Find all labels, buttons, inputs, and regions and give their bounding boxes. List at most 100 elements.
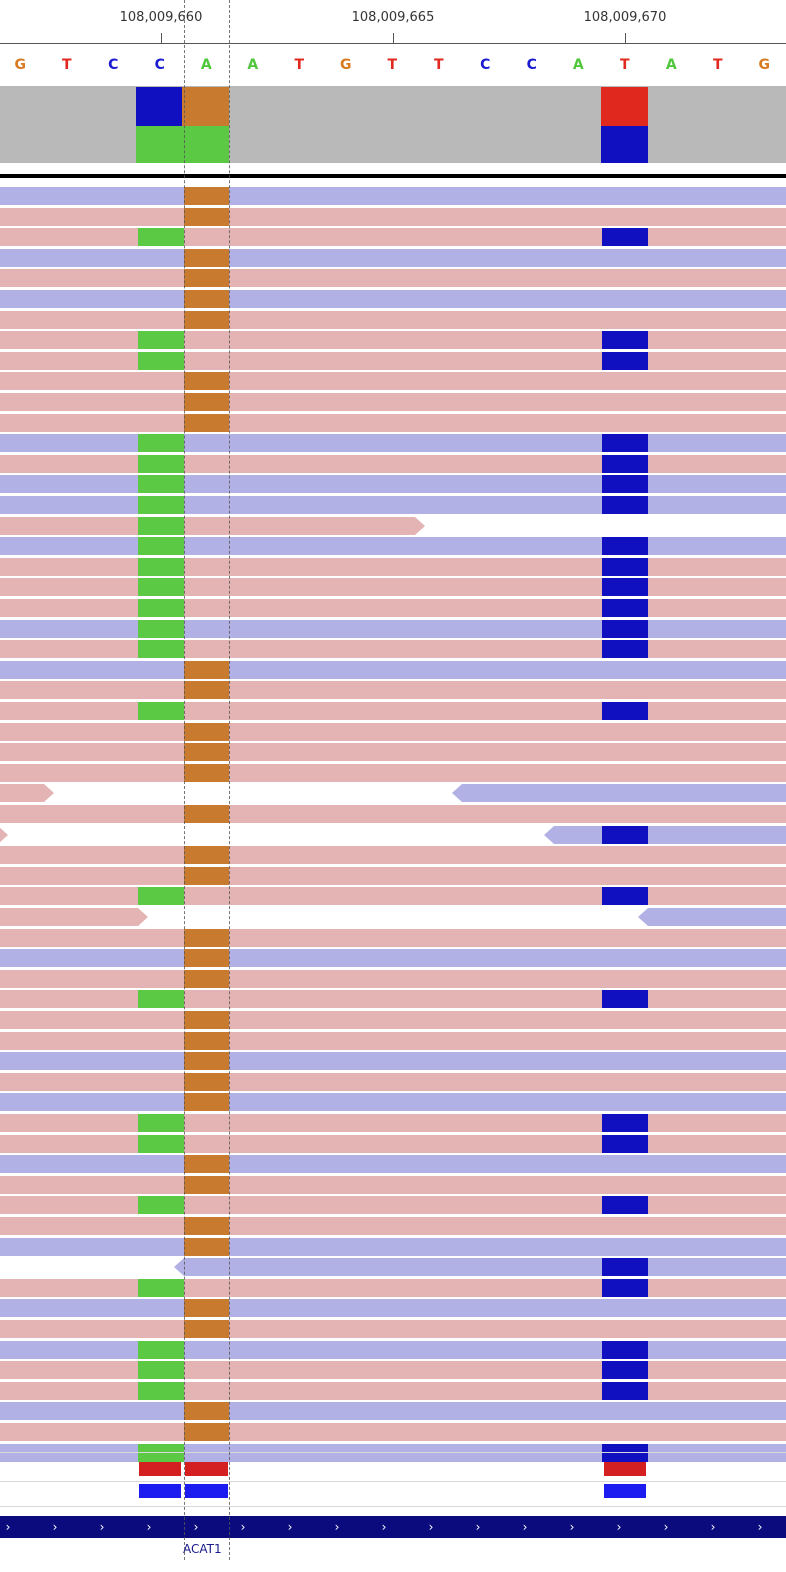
reference-base: C xyxy=(480,57,491,73)
gene-feature-acat1[interactable] xyxy=(0,1516,786,1538)
aligned-read[interactable] xyxy=(0,434,786,452)
aligned-read[interactable] xyxy=(0,1238,786,1256)
aligned-read[interactable] xyxy=(0,949,786,967)
variant-call[interactable] xyxy=(139,1462,181,1476)
aligned-read[interactable] xyxy=(452,784,786,802)
mismatch-G xyxy=(138,1196,184,1214)
aligned-read[interactable] xyxy=(0,249,786,267)
aligned-read[interactable] xyxy=(0,393,786,411)
aligned-read[interactable] xyxy=(544,826,786,844)
aligned-read[interactable] xyxy=(0,1341,786,1359)
aligned-read[interactable] xyxy=(0,496,786,514)
aligned-read[interactable] xyxy=(0,1073,786,1091)
aligned-read[interactable] xyxy=(0,558,786,576)
mismatch-C xyxy=(602,887,648,905)
aligned-read[interactable] xyxy=(0,1361,786,1379)
ruler-tick-label: 108,009,670 xyxy=(583,10,667,25)
aligned-read[interactable] xyxy=(0,537,786,555)
aligned-read[interactable] xyxy=(0,517,425,535)
aligned-read[interactable] xyxy=(0,290,786,308)
aligned-read[interactable] xyxy=(0,228,786,246)
aligned-read[interactable] xyxy=(0,805,786,823)
aligned-read[interactable] xyxy=(0,1052,786,1070)
aligned-read[interactable] xyxy=(0,372,786,390)
mismatch-G xyxy=(138,537,184,555)
mismatch-G xyxy=(138,434,184,452)
reference-base: G xyxy=(14,57,27,73)
reference-base: C xyxy=(526,57,537,73)
aligned-read[interactable] xyxy=(0,1382,786,1400)
mismatch-G xyxy=(138,887,184,905)
aligned-read[interactable] xyxy=(0,578,786,596)
mismatch-G xyxy=(138,1444,184,1462)
aligned-read[interactable] xyxy=(0,970,786,988)
aligned-read[interactable] xyxy=(0,661,786,679)
aligned-read[interactable] xyxy=(0,640,786,658)
aligned-read[interactable] xyxy=(0,1011,786,1029)
aligned-read[interactable] xyxy=(0,475,786,493)
variant-call[interactable] xyxy=(604,1462,646,1476)
aligned-read[interactable] xyxy=(0,208,786,226)
aligned-read[interactable] xyxy=(0,1093,786,1111)
aligned-read[interactable] xyxy=(0,743,786,761)
coverage-track[interactable] xyxy=(0,86,786,163)
aligned-read[interactable] xyxy=(0,620,786,638)
aligned-read[interactable] xyxy=(0,990,786,1008)
coverage-allele-T xyxy=(601,87,648,126)
aligned-read[interactable] xyxy=(0,723,786,741)
strand-chevron-icon: › xyxy=(428,1520,434,1534)
aligned-read[interactable] xyxy=(638,908,786,926)
variant-genotype[interactable] xyxy=(604,1484,646,1498)
aligned-read[interactable] xyxy=(0,1032,786,1050)
aligned-read[interactable] xyxy=(0,311,786,329)
aligned-read[interactable] xyxy=(0,867,786,885)
aligned-read[interactable] xyxy=(0,764,786,782)
aligned-read[interactable] xyxy=(0,599,786,617)
mismatch-G xyxy=(138,228,184,246)
track-divider xyxy=(0,1452,786,1453)
aligned-read[interactable] xyxy=(0,826,8,844)
aligned-read[interactable] xyxy=(0,908,148,926)
variant-genotype[interactable] xyxy=(185,1484,228,1498)
aligned-read[interactable] xyxy=(0,352,786,370)
mismatch-C xyxy=(602,578,648,596)
mismatch-G xyxy=(138,1114,184,1132)
reference-base: A xyxy=(247,57,259,73)
mismatch-G xyxy=(138,517,184,535)
aligned-read[interactable] xyxy=(0,1299,786,1317)
aligned-read[interactable] xyxy=(0,1217,786,1235)
aligned-read[interactable] xyxy=(0,681,786,699)
variant-genotype[interactable] xyxy=(139,1484,181,1498)
aligned-read[interactable] xyxy=(0,187,786,205)
aligned-read[interactable] xyxy=(0,784,54,802)
mismatch-A xyxy=(184,1093,229,1111)
aligned-read[interactable] xyxy=(0,414,786,432)
track-separator xyxy=(0,174,786,178)
aligned-read[interactable] xyxy=(0,455,786,473)
aligned-read[interactable] xyxy=(0,1196,786,1214)
aligned-read[interactable] xyxy=(174,1258,786,1276)
aligned-read[interactable] xyxy=(0,1135,786,1153)
mismatch-G xyxy=(138,1361,184,1379)
mismatch-A xyxy=(184,1423,229,1441)
strand-chevron-icon: › xyxy=(475,1520,481,1534)
aligned-read[interactable] xyxy=(0,1155,786,1173)
aligned-read[interactable] xyxy=(0,1320,786,1338)
mismatch-G xyxy=(138,455,184,473)
aligned-read[interactable] xyxy=(0,1444,786,1462)
aligned-read[interactable] xyxy=(0,1114,786,1132)
aligned-read[interactable] xyxy=(0,887,786,905)
aligned-read[interactable] xyxy=(0,331,786,349)
aligned-read[interactable] xyxy=(0,1423,786,1441)
aligned-read[interactable] xyxy=(0,846,786,864)
variant-call[interactable] xyxy=(185,1462,228,1476)
aligned-read[interactable] xyxy=(0,929,786,947)
aligned-read[interactable] xyxy=(0,269,786,287)
aligned-read[interactable] xyxy=(0,1176,786,1194)
aligned-read[interactable] xyxy=(0,1402,786,1420)
mismatch-C xyxy=(602,1341,648,1359)
ruler-tick-label: 108,009,665 xyxy=(351,10,435,25)
aligned-read[interactable] xyxy=(0,1279,786,1297)
aligned-read[interactable] xyxy=(0,702,786,720)
